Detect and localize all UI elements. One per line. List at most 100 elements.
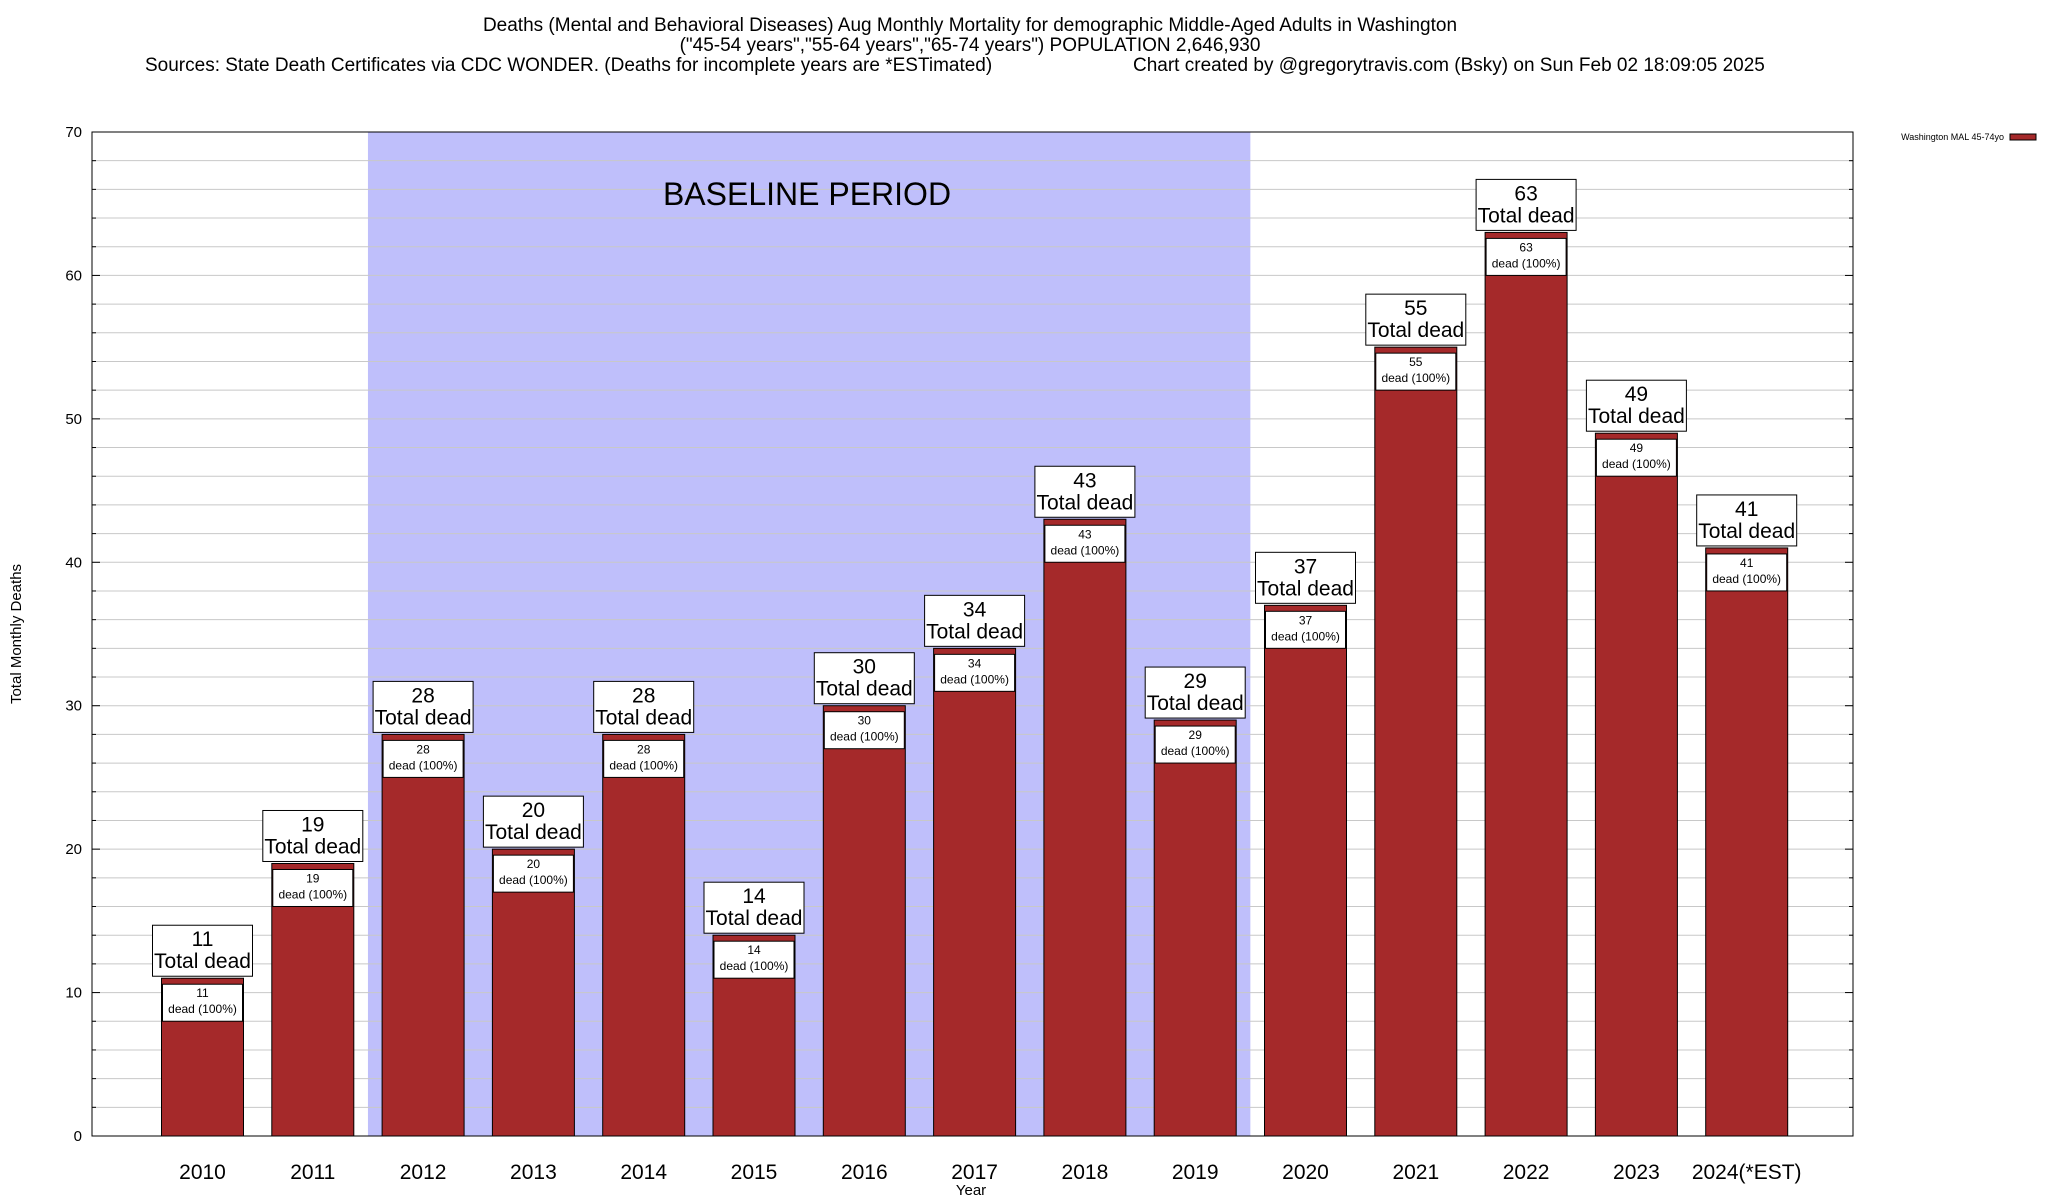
bar-inner-percent-label: dead (100%) (1161, 744, 1230, 758)
bar-inner-percent-label: dead (100%) (1381, 371, 1450, 385)
bar-total-label-box (482, 795, 584, 848)
bar-inner-percent-label: dead (100%) (830, 730, 899, 744)
bar-total-label-box (1365, 293, 1467, 346)
y-tick-label: 10 (65, 985, 82, 1002)
chart-title: Deaths (Mental and Behavioral Diseases) … (483, 15, 1457, 36)
bar (1153, 719, 1237, 1137)
x-tick-label: 2019 (1172, 1161, 1219, 1184)
bar (1484, 231, 1568, 1137)
bar-inner-percent-label: dead (100%) (1051, 543, 1120, 557)
bar (1705, 547, 1789, 1137)
bar-total-value-label: 34 (963, 598, 987, 621)
bar-inner-value-label: 28 (416, 742, 430, 756)
bar-total-label-box (703, 881, 805, 934)
bar-total-text-label: Total dead (375, 706, 472, 729)
y-tick-label: 50 (65, 411, 82, 428)
x-tick-label: 2015 (731, 1161, 778, 1184)
bar-inner-percent-label: dead (100%) (499, 873, 568, 887)
bars-layer (161, 231, 1789, 1137)
bar-total-label-box (1255, 551, 1356, 604)
bar-inner-label-box (1485, 237, 1567, 276)
y-tick-label: 20 (65, 841, 82, 858)
bar-total-text-label: Total dead (154, 950, 251, 973)
bar-total-label-box (372, 680, 474, 733)
bar-inner-label-box (1706, 553, 1788, 592)
legend-swatch (2009, 133, 2037, 141)
bar-inner-label-box (1595, 438, 1677, 477)
bar-inner-percent-label: dead (100%) (720, 959, 789, 973)
bar-inner-label-box (713, 940, 795, 979)
chart-subtitle: ("45-54 years","55-64 years","65-74 year… (680, 35, 1261, 56)
x-tick-label: 2024(*EST) (1692, 1161, 1802, 1184)
chart-sources: Sources: State Death Certificates via CD… (145, 55, 992, 76)
bar-inner-percent-label: dead (100%) (389, 758, 458, 772)
bar-total-text-label: Total dead (595, 706, 692, 729)
bar-inner-value-label: 41 (1740, 556, 1754, 570)
bar-inner-percent-label: dead (100%) (1271, 629, 1340, 643)
bar-total-label-box (1585, 379, 1687, 432)
bar-inner-percent-label: dead (100%) (1492, 256, 1561, 270)
x-axis-label: Year (956, 1182, 986, 1199)
bar-total-label-box (262, 809, 364, 862)
x-tick-label: 2018 (1062, 1161, 1109, 1184)
bar-inner-label-box (1044, 524, 1126, 563)
bar-inner-value-label: 55 (1409, 355, 1423, 369)
bar-inner-value-label: 29 (1189, 728, 1203, 742)
bar-total-value-label: 55 (1404, 297, 1427, 320)
bar-total-value-label: 14 (742, 885, 766, 908)
bar (1264, 604, 1347, 1137)
bar (822, 705, 906, 1137)
bar-inner-label-box (934, 653, 1016, 692)
bar-total-value-label: 11 (192, 928, 214, 951)
bar-total-text-label: Total dead (485, 821, 582, 844)
bar (491, 848, 575, 1137)
bar-inner-label-box (823, 711, 905, 750)
bar-inner-percent-label: dead (100%) (168, 1002, 237, 1016)
bar (602, 733, 686, 1137)
bar (1374, 346, 1458, 1137)
bar (1043, 518, 1127, 1137)
chart-credit: Chart created by @gregorytravis.com (Bsk… (1133, 55, 1765, 76)
bar-inner-label-box (1154, 725, 1236, 764)
bar-inner-label-box (382, 739, 464, 778)
bar-inner-value-label: 63 (1519, 240, 1533, 254)
bar-inner-label-box (1265, 610, 1346, 649)
y-tick-label: 70 (65, 124, 82, 141)
bar-inner-label-box (603, 739, 685, 778)
bar-inner-percent-label: dead (100%) (1712, 572, 1781, 586)
bar-total-value-label: 20 (522, 799, 545, 822)
x-tick-label: 2011 (290, 1161, 335, 1184)
legend-entry-label: Washington MAL 45-74yo (1901, 132, 2004, 142)
bar-total-label-box (593, 680, 695, 733)
bar-inner-percent-label: dead (100%) (609, 758, 678, 772)
bar-total-label-box (924, 594, 1026, 647)
plot-frame (91, 131, 1854, 1137)
bar-total-text-label: Total dead (816, 678, 913, 701)
bar-total-label-box (1034, 465, 1136, 518)
bar (271, 862, 355, 1137)
bar-total-label-box (1144, 666, 1246, 719)
bar-inner-label-box (162, 983, 243, 1022)
bar-inner-value-label: 14 (747, 943, 761, 957)
bar-inner-value-label: 28 (637, 742, 651, 756)
bar-inner-value-label: 20 (527, 857, 541, 871)
y-tick-label: 40 (65, 554, 82, 571)
x-tick-label: 2021 (1392, 1161, 1439, 1184)
bar-inner-label-box (1375, 352, 1457, 391)
bar-total-text-label: Total dead (1478, 204, 1575, 227)
bar-total-value-label: 63 (1514, 182, 1537, 205)
bar-total-text-label: Total dead (1257, 577, 1354, 600)
bar (1594, 432, 1678, 1137)
x-tick-label: 2010 (179, 1161, 226, 1184)
bar-inner-value-label: 49 (1630, 441, 1644, 455)
bar-inner-value-label: 43 (1078, 527, 1092, 541)
x-tick-label: 2020 (1282, 1161, 1329, 1184)
bar-inner-value-label: 34 (968, 656, 982, 670)
bar-inner-label-box (272, 868, 354, 907)
bar-inner-value-label: 11 (196, 986, 209, 1000)
x-tick-label: 2023 (1613, 1161, 1660, 1184)
bar-total-text-label: Total dead (1036, 491, 1133, 514)
